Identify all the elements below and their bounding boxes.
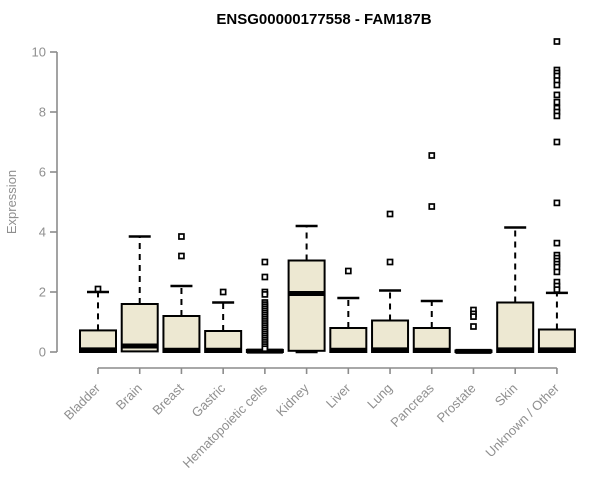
box-lung — [371, 319, 410, 353]
x-tick-label: Unknown / Other — [482, 380, 562, 460]
y-tick-label: 0 — [39, 345, 46, 360]
outlier-point — [344, 267, 352, 275]
outlier-point — [261, 345, 269, 353]
outlier-point — [94, 285, 102, 293]
outlier-point — [470, 323, 477, 330]
box-kidney — [287, 259, 326, 352]
y-tick-label: 2 — [39, 285, 46, 300]
outlier-point — [553, 268, 561, 276]
outlier-point — [261, 273, 269, 281]
outlier-point — [553, 239, 561, 247]
box-breast — [162, 315, 201, 353]
x-tick-label: Pancreas — [387, 380, 437, 430]
y-tick-label: 6 — [39, 165, 46, 180]
outlier-point — [178, 233, 185, 240]
outlier-point — [553, 38, 561, 45]
outlier-point — [261, 291, 269, 298]
outlier-point — [386, 258, 394, 266]
outlier-point — [553, 112, 561, 120]
outlier-point — [553, 98, 561, 106]
outlier-point — [261, 258, 269, 266]
x-tick-label: Bladder — [61, 380, 104, 423]
x-tick-label: Brain — [113, 381, 145, 413]
outlier-point — [553, 286, 561, 293]
x-tick-label: Gastric — [189, 380, 229, 420]
x-tick-label: Lung — [364, 381, 395, 412]
outlier-point — [553, 81, 561, 89]
chart-title: ENSG00000177558 - FAM187B — [216, 11, 431, 28]
y-tick-label: 4 — [39, 225, 46, 240]
y-tick-label: 8 — [39, 105, 46, 120]
outlier-point — [553, 199, 561, 207]
y-axis-title: Expression — [4, 170, 19, 234]
outlier-point — [428, 152, 436, 159]
outlier-point — [553, 91, 561, 99]
outlier-point — [386, 210, 394, 218]
y-tick-label: 10 — [32, 45, 46, 60]
x-tick-label: Prostate — [434, 381, 479, 426]
outlier-point — [178, 252, 185, 260]
x-tick-label: Skin — [492, 381, 520, 409]
x-tick-label: Liver — [323, 380, 354, 411]
box-skin — [496, 301, 535, 353]
outlier-point — [219, 288, 227, 296]
x-tick-label: Kidney — [273, 380, 312, 419]
x-tick-label: Breast — [149, 380, 186, 417]
outlier-point — [553, 138, 561, 146]
outlier-point — [428, 203, 436, 210]
outlier-point — [470, 313, 477, 320]
